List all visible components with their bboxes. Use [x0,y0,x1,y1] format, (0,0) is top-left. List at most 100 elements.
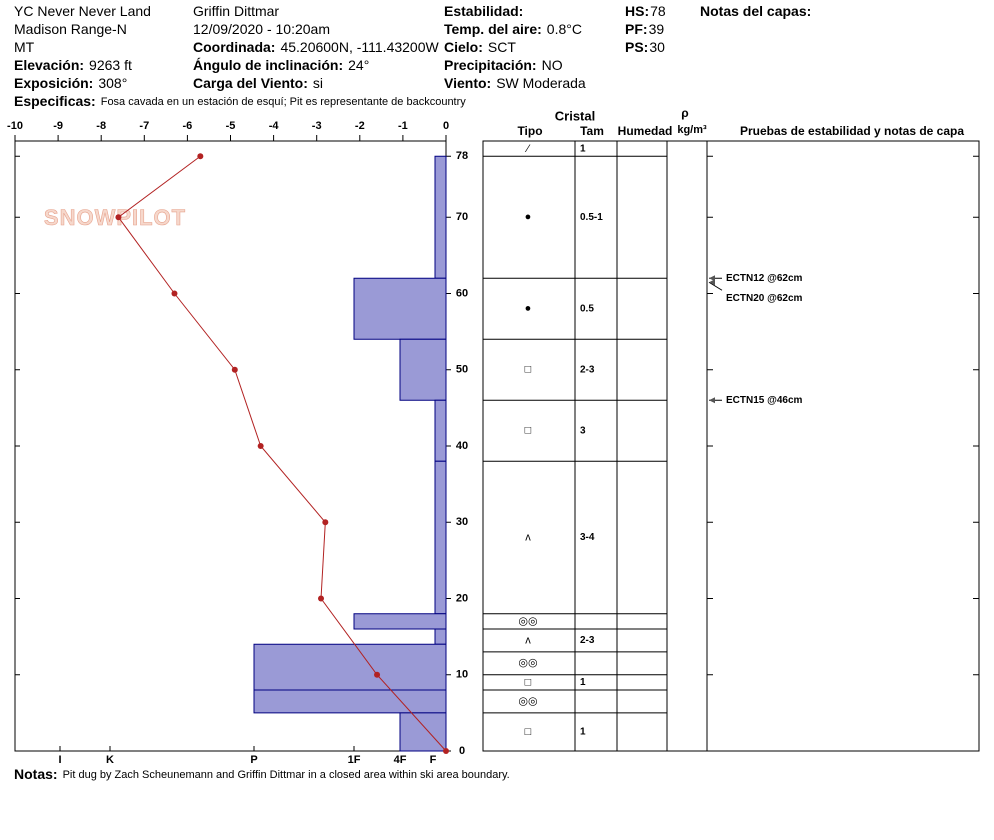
hardness-bar [434,155,447,279]
crystal-size: 0.5 [580,303,594,314]
test-label: ECTN15 @46cm [726,395,803,406]
crystal-type: □ [525,676,532,688]
hardness-bar [399,712,447,752]
table-frame [482,140,980,752]
header-label: Precipitación: [444,57,537,73]
test-label: ECTN12 @62cm [726,273,803,284]
hardness-tick-label: 1F [348,754,361,766]
crystal-size: 2-3 [580,635,595,646]
crystal-size: 0.5-1 [580,212,603,223]
header-field: HS:78 [625,3,666,19]
header-value: 39 [649,21,665,37]
crystal-size: 3-4 [580,532,595,543]
temperature-point [443,748,449,754]
header-label: Temp. del aire: [444,21,542,37]
header-label: Notas: [14,766,58,782]
crystal-size: 1 [580,727,586,738]
x-tick-label: 0 [443,120,449,132]
crystal-type: □ [525,425,532,437]
test-label: ECTN20 @62cm [726,293,803,304]
header-field: Madison Range-N [14,21,127,37]
y-tick-label: 10 [456,669,468,681]
x-tick-label: -3 [312,120,322,132]
x-tick-label: -4 [269,120,280,132]
crystal-size: 1 [580,144,586,155]
hardness-bar [434,460,447,615]
header-field: Precipitación: NO [444,57,563,73]
temperature-point [197,153,204,160]
temperature-point [171,290,178,297]
crystal-type: ◎◎ [518,657,537,669]
hardness-bar [399,338,447,401]
header-text: 12/09/2020 - 10:20am [193,21,330,37]
header-label: Cielo: [444,39,483,55]
density-unit: kg/m³ [677,124,707,136]
crystal-type: ◎◎ [518,695,537,707]
y-tick-label: 70 [456,211,468,223]
header-value: 45.20600N, -111.43200W [280,39,439,55]
crystal-size: 2-3 [580,364,595,375]
crystal-size: 3 [580,425,586,436]
column-header: Humedad [618,124,673,138]
header-field: PS:30 [625,39,665,55]
notes: Notas: Pit dug by Zach Scheunemann and Gr… [14,766,510,782]
temperature-point [231,366,238,373]
header-label: Estabilidad: [444,3,523,19]
x-tick-label: -5 [226,120,236,132]
y-tick-label: 78 [456,150,468,162]
temperature-point [322,519,329,526]
density-header: ρ [681,106,688,120]
hardness-tick-label: F [430,754,437,766]
temperature-point [318,595,325,602]
y-tick-label: 0 [459,745,465,757]
header-field: MT [14,39,35,55]
hardness-bar [253,689,447,714]
y-tick-label: 40 [456,440,468,452]
tests-header: Pruebas de estabilidad y notas de capa [740,124,964,138]
column-header: Tipo [517,124,542,138]
y-tick-label: 50 [456,364,468,376]
x-tick-label: -2 [355,120,365,132]
header-label: Coordinada: [193,39,275,55]
header-field: Estabilidad: [444,3,523,19]
crystal-size: 1 [580,677,586,688]
header-value: 24° [348,57,369,73]
header-field: Elevación: 9263 ft [14,57,132,73]
x-tick-label: -6 [183,120,193,132]
table-title: Cristal [555,108,595,123]
hardness-tick-label: 4F [394,754,407,766]
crystal-type: ʌ [525,634,531,646]
hardness-bar [434,399,447,462]
header-label: HS: [625,3,649,19]
temperature-point [257,443,264,449]
header-label: Carga del Viento: [193,75,308,91]
header-value: 308° [98,75,127,91]
hardness-bar [353,277,447,340]
hardness-tick-label: I [58,754,61,766]
y-tick-label: 60 [456,287,468,299]
header-text: YC Never Never Land [14,3,151,19]
header-field: Exposición: 308° [14,75,127,91]
y-tick-label: 30 [456,516,468,528]
header-value: 0.8°C [547,21,582,37]
y-tick-label: 20 [456,592,468,604]
header-field: Viento: SW Moderada [444,75,586,91]
header-label: Especificas: [14,93,96,109]
header-value: si [313,75,323,91]
header-field: Griffin Dittmar [193,3,279,19]
x-tick-label: -7 [139,120,149,132]
hardness-tick-label: P [250,754,257,766]
header-value: SCT [488,39,516,55]
header-value: SW Moderada [496,75,586,91]
header-value: 30 [649,39,665,55]
hardness-bar [253,643,447,691]
header-field: Ángulo de inclinación: 24° [193,57,369,73]
header-value: NO [542,57,563,73]
crystal-type: ʌ [525,531,531,543]
header-field: YC Never Never Land [14,3,151,19]
header-label: Exposición: [14,75,93,91]
header-label: PF: [625,21,648,37]
header-value: 78 [650,3,666,19]
header-value: 9263 ft [89,57,132,73]
